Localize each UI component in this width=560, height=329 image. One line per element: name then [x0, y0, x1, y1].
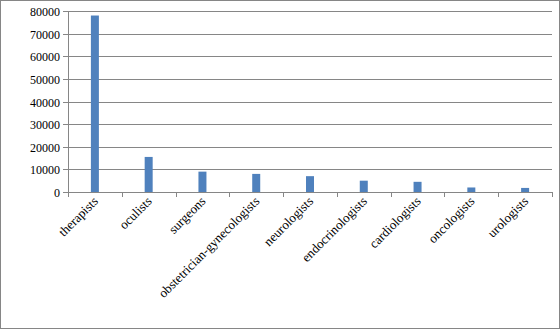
x-tick-label: surgeons: [165, 194, 208, 237]
x-tick: [498, 192, 499, 197]
grid-line: [68, 192, 552, 193]
y-tick-label: 30000: [30, 118, 60, 132]
grid-line: [68, 34, 552, 35]
y-tick: [63, 79, 68, 80]
x-axis-line: [68, 192, 552, 193]
grid-line: [68, 56, 552, 57]
y-tick: [63, 11, 68, 12]
grid-line: [68, 79, 552, 80]
y-tick: [63, 56, 68, 57]
bar: [91, 16, 99, 192]
grid-line: [68, 11, 552, 12]
x-tick-label: endocrinologists: [299, 194, 370, 265]
y-tick: [63, 192, 68, 193]
bars: [91, 16, 529, 192]
x-tick-label: oncologists: [425, 194, 477, 246]
x-tick: [122, 192, 123, 197]
x-tick-label: obstetrician-gynecologists: [155, 194, 262, 301]
x-tick-label: cardiologists: [366, 194, 424, 252]
y-axis: 0 10000 20000 30000 40000 50000 60000 70000 8000…: [30, 5, 68, 200]
x-tick-label: oculists: [116, 194, 155, 233]
x-tick: [68, 192, 69, 197]
bar: [521, 188, 529, 192]
bar: [360, 181, 368, 192]
y-axis-line: [68, 11, 69, 192]
grid-line: [68, 124, 552, 125]
bar: [467, 187, 475, 192]
y-tick: [63, 34, 68, 35]
bar: [306, 176, 314, 192]
y-tick-label: 80000: [30, 5, 60, 19]
x-tick: [283, 192, 284, 197]
x-tick: [337, 192, 338, 197]
y-tick: [63, 102, 68, 103]
x-tick-label: therapists: [55, 194, 101, 240]
x-tick: [391, 192, 392, 197]
x-tick-label: urologists: [484, 194, 531, 241]
grid: [68, 12, 552, 193]
bar: [145, 157, 153, 192]
y-tick-label: 40000: [30, 96, 60, 110]
chart-container: 0 10000 20000 30000 40000 50000 60000 70000 8000…: [0, 0, 560, 329]
y-tick-label: 60000: [30, 50, 60, 64]
y-tick: [63, 169, 68, 170]
x-tick: [444, 192, 445, 197]
x-tick-label: neurologists: [261, 194, 317, 250]
bar: [198, 172, 206, 192]
y-tick-label: 10000: [30, 163, 60, 177]
y-tick-label: 20000: [30, 141, 60, 155]
y-tick-label: 0: [54, 186, 60, 200]
x-tick: [552, 192, 553, 197]
grid-line: [68, 102, 552, 103]
bar: [414, 182, 422, 192]
y-tick: [63, 124, 68, 125]
chart-border: [1, 1, 560, 329]
bar: [252, 174, 260, 192]
grid-line: [68, 147, 552, 148]
y-tick-label: 50000: [30, 73, 60, 87]
x-tick: [176, 192, 177, 197]
x-tick: [229, 192, 230, 197]
y-tick: [63, 147, 68, 148]
grid-line: [68, 169, 552, 170]
y-tick-label: 70000: [30, 28, 60, 42]
chart-svg: 0 10000 20000 30000 40000 50000 60000 70000 8000…: [0, 0, 560, 329]
x-axis: therapists oculists surgeonsobstetrician-g…: [55, 194, 531, 301]
